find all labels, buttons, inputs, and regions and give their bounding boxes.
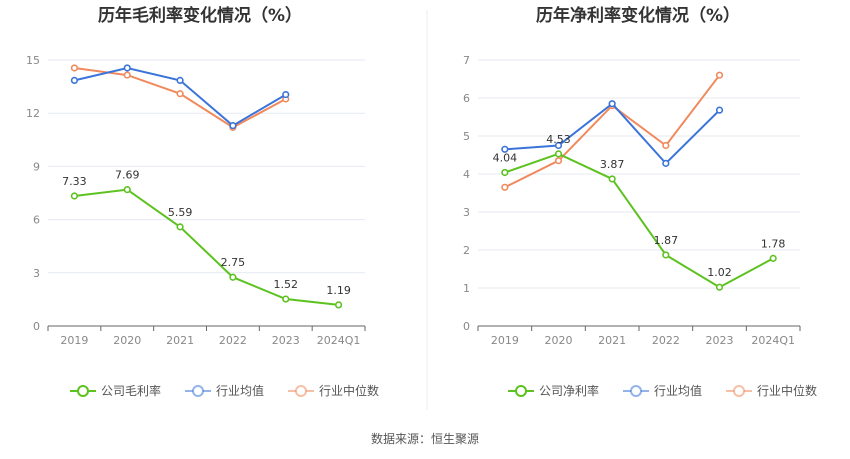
x-tick-label: 2022 — [219, 334, 247, 347]
point-industry_avg — [608, 100, 616, 108]
legend-label: 行业均值 — [216, 383, 264, 398]
legend-label: 行业均值 — [654, 383, 702, 398]
data-label: 4.04 — [493, 151, 518, 164]
y-tick-label: 6 — [33, 214, 40, 227]
point-company — [334, 301, 343, 309]
point-company — [123, 186, 131, 194]
x-tick-label: 2020 — [113, 334, 141, 347]
y-tick-label: 2 — [463, 244, 470, 257]
point-industry_avg — [662, 159, 670, 167]
legend-item-industry_avg: 行业均值 — [185, 383, 264, 398]
y-tick-label: 7 — [463, 54, 470, 67]
point-industry_median — [123, 71, 131, 79]
x-tick-label: 2023 — [272, 334, 300, 347]
y-tick-label: 1 — [463, 282, 470, 295]
data-label: 1.19 — [326, 284, 351, 297]
data-label: 1.02 — [707, 266, 732, 279]
point-company — [715, 283, 724, 291]
series-line-company — [504, 152, 774, 289]
y-tick-label: 4 — [463, 168, 470, 181]
legend-marker — [192, 385, 204, 397]
point-industry_median — [70, 64, 79, 72]
data-label: 3.87 — [600, 158, 625, 171]
data-label: 5.59 — [168, 206, 193, 219]
data-source-note: 数据来源：恒生聚源 — [370, 432, 479, 446]
x-tick-label: 2022 — [652, 334, 680, 347]
legend-label: 公司净利率 — [539, 383, 599, 398]
chart-panel-1: 历年毛利率变化情况（%） 0 3 6 9 12 15 2019 2020 2021 2022 2023… — [26, 5, 379, 398]
legend-marker — [733, 385, 745, 397]
point-industry_avg — [282, 90, 290, 99]
legend-marker — [77, 385, 89, 397]
x-tick-label: 2020 — [545, 334, 573, 347]
point-industry_median — [176, 90, 184, 98]
chart-title: 历年毛利率变化情况（%） — [98, 5, 302, 26]
y-tick-label: 5 — [463, 130, 470, 143]
point-industry_avg — [176, 76, 184, 84]
y-tick-label: 0 — [33, 320, 40, 333]
series-line-company — [74, 188, 339, 306]
point-company — [608, 175, 616, 183]
point-industry_median — [662, 141, 670, 150]
y-tick-label: 6 — [463, 92, 470, 105]
x-tick-label: 2024Q1 — [751, 334, 795, 347]
point-industry_avg — [70, 76, 79, 84]
legend-marker — [515, 385, 527, 397]
point-company — [554, 150, 563, 158]
legend-marker — [295, 385, 307, 397]
y-tick-label: 9 — [33, 160, 40, 173]
data-label: 4.53 — [546, 133, 571, 146]
legend-item-industry_median: 行业中位数 — [726, 383, 817, 398]
point-company — [70, 192, 79, 200]
point-industry_avg — [123, 64, 131, 72]
point-company — [769, 254, 777, 262]
y-tick-label: 15 — [26, 54, 40, 67]
point-industry_avg — [715, 106, 724, 114]
point-industry_median — [554, 157, 563, 165]
chart-panel-2: 历年净利率变化情况（%） 0 1 2 3 4 5 6 7 2019 2020 2021 2022 2023… — [463, 5, 817, 398]
x-tick-label: 2024Q1 — [317, 334, 361, 347]
point-company — [662, 251, 670, 259]
x-tick-label: 2021 — [166, 334, 194, 347]
series-line-industry_avg — [504, 102, 721, 165]
point-industry_avg — [229, 122, 237, 130]
legend-label: 公司毛利率 — [101, 383, 161, 398]
point-industry_avg — [501, 145, 509, 153]
point-company — [501, 168, 509, 177]
legend-marker — [630, 385, 642, 397]
y-tick-label: 3 — [33, 267, 40, 280]
y-tick-label: 3 — [463, 206, 470, 219]
x-tick-label: 2021 — [598, 334, 626, 347]
x-tick-label: 2019 — [491, 334, 519, 347]
point-industry_median — [501, 183, 509, 191]
legend-item-company: 公司净利率 — [508, 383, 599, 398]
data-label: 7.69 — [115, 169, 140, 182]
legend-item-company: 公司毛利率 — [70, 383, 161, 398]
data-label: 1.87 — [654, 234, 679, 247]
point-industry_avg — [554, 141, 563, 150]
chart-title: 历年净利率变化情况（%） — [536, 5, 740, 26]
point-company — [282, 295, 290, 303]
legend-item-industry_avg: 行业均值 — [623, 383, 702, 398]
legend-label: 行业中位数 — [319, 383, 379, 398]
x-tick-label: 2019 — [60, 334, 88, 347]
x-tick-label: 2023 — [706, 334, 734, 347]
legend-label: 行业中位数 — [757, 383, 817, 398]
point-industry_median — [715, 71, 724, 79]
legend-item-industry_median: 行业中位数 — [288, 383, 379, 398]
data-label: 2.75 — [221, 256, 246, 269]
y-tick-label: 0 — [463, 320, 470, 333]
data-label: 7.33 — [62, 175, 87, 188]
data-label: 1.78 — [761, 237, 786, 250]
point-company — [229, 273, 237, 281]
data-label: 1.52 — [274, 278, 299, 291]
point-company — [176, 223, 184, 231]
y-tick-label: 12 — [26, 107, 40, 120]
